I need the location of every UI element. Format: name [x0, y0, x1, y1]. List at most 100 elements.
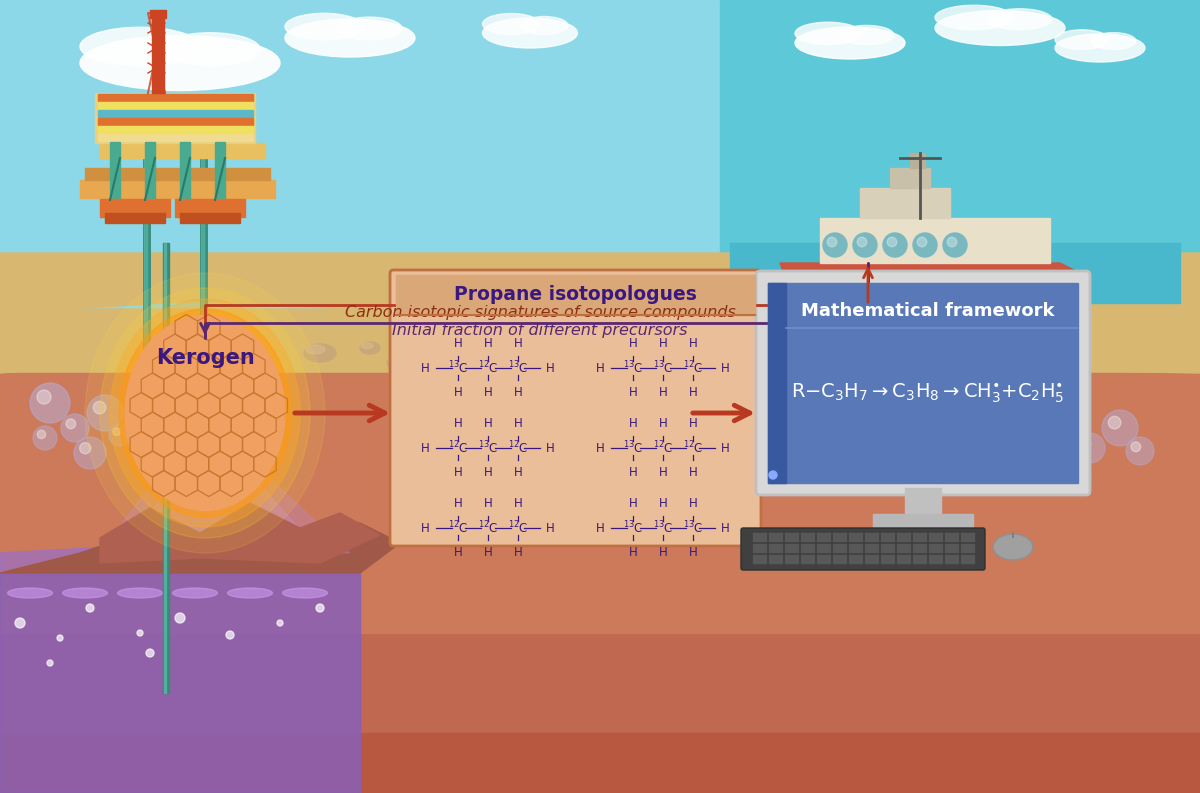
Ellipse shape: [386, 356, 413, 370]
Ellipse shape: [389, 357, 404, 364]
Ellipse shape: [451, 338, 469, 348]
Bar: [98, 94, 253, 101]
Ellipse shape: [1055, 34, 1145, 62]
Circle shape: [1130, 442, 1141, 452]
Text: H: H: [546, 522, 554, 534]
Circle shape: [1080, 439, 1091, 449]
Text: $^{13}$C: $^{13}$C: [448, 360, 468, 377]
Ellipse shape: [672, 356, 708, 374]
Circle shape: [883, 233, 907, 257]
Text: H: H: [454, 497, 462, 510]
Bar: [961, 544, 974, 552]
Bar: [768, 283, 786, 483]
Bar: [163, 243, 169, 693]
Text: $^{13}$C: $^{13}$C: [508, 360, 528, 377]
Text: Initial fraction of different precursors: Initial fraction of different precursors: [392, 323, 688, 338]
Bar: [881, 533, 894, 541]
Bar: [865, 555, 878, 563]
Bar: [833, 555, 846, 563]
Bar: [100, 143, 265, 158]
Bar: [95, 93, 256, 143]
Text: H: H: [596, 442, 605, 454]
Ellipse shape: [286, 19, 415, 57]
Ellipse shape: [1055, 30, 1109, 49]
Text: H: H: [596, 522, 605, 534]
Text: H: H: [421, 362, 430, 374]
Text: H: H: [514, 546, 522, 559]
Text: H: H: [659, 546, 667, 559]
Polygon shape: [0, 309, 1200, 377]
Text: H: H: [546, 362, 554, 374]
Ellipse shape: [995, 535, 1032, 558]
Text: H: H: [514, 386, 522, 399]
Text: H: H: [454, 466, 462, 479]
Text: Kerogen: Kerogen: [156, 348, 254, 368]
Circle shape: [58, 635, 64, 641]
Text: $^{12}$C: $^{12}$C: [478, 360, 498, 377]
Ellipse shape: [304, 344, 336, 362]
Bar: [754, 544, 766, 552]
Ellipse shape: [286, 13, 364, 40]
Bar: [0, 573, 360, 793]
Circle shape: [913, 233, 937, 257]
Bar: [720, 0, 1200, 313]
Circle shape: [1060, 462, 1091, 494]
Bar: [98, 95, 253, 141]
Bar: [98, 118, 253, 125]
Bar: [100, 199, 170, 217]
Text: $^{12}$C: $^{12}$C: [683, 360, 703, 377]
Ellipse shape: [361, 343, 373, 349]
Text: H: H: [596, 362, 605, 374]
Text: H: H: [629, 417, 637, 430]
Text: H: H: [689, 386, 697, 399]
Text: H: H: [659, 417, 667, 430]
Bar: [98, 126, 253, 133]
Ellipse shape: [119, 309, 292, 517]
Bar: [144, 153, 148, 373]
Bar: [802, 533, 814, 541]
Text: H: H: [484, 337, 492, 350]
Circle shape: [1045, 408, 1061, 424]
Text: $^{13}$C: $^{13}$C: [478, 439, 498, 456]
Polygon shape: [120, 433, 290, 553]
Circle shape: [316, 604, 324, 612]
Bar: [152, 13, 164, 93]
Ellipse shape: [118, 588, 162, 598]
Bar: [110, 142, 120, 200]
Text: $^{12}$C: $^{12}$C: [653, 439, 673, 456]
Bar: [85, 168, 270, 180]
Text: H: H: [629, 337, 637, 350]
Bar: [881, 555, 894, 563]
Circle shape: [109, 424, 131, 446]
Bar: [785, 544, 798, 552]
Bar: [874, 514, 973, 528]
Ellipse shape: [110, 299, 300, 527]
Circle shape: [146, 649, 154, 657]
Circle shape: [857, 237, 866, 247]
Circle shape: [37, 390, 50, 404]
Polygon shape: [785, 277, 1055, 290]
Text: H: H: [629, 546, 637, 559]
Text: H: H: [484, 386, 492, 399]
Text: H: H: [546, 442, 554, 454]
Circle shape: [131, 408, 140, 419]
Text: Propane isotopologues: Propane isotopologues: [454, 285, 697, 305]
Circle shape: [86, 604, 94, 612]
Bar: [768, 283, 1078, 483]
Ellipse shape: [528, 348, 544, 356]
Circle shape: [1075, 433, 1105, 463]
Bar: [898, 544, 910, 552]
Text: H: H: [484, 497, 492, 510]
Ellipse shape: [125, 316, 286, 511]
Ellipse shape: [482, 18, 577, 48]
Bar: [785, 555, 798, 563]
Text: H: H: [689, 466, 697, 479]
Text: Carbon isotopic signatures of source compounds: Carbon isotopic signatures of source com…: [344, 305, 736, 320]
Text: H: H: [454, 546, 462, 559]
Text: H: H: [659, 466, 667, 479]
Circle shape: [125, 403, 155, 433]
Bar: [929, 544, 942, 552]
Bar: [730, 243, 1180, 303]
Text: $^{12}$C: $^{12}$C: [508, 519, 528, 536]
Circle shape: [34, 426, 58, 450]
